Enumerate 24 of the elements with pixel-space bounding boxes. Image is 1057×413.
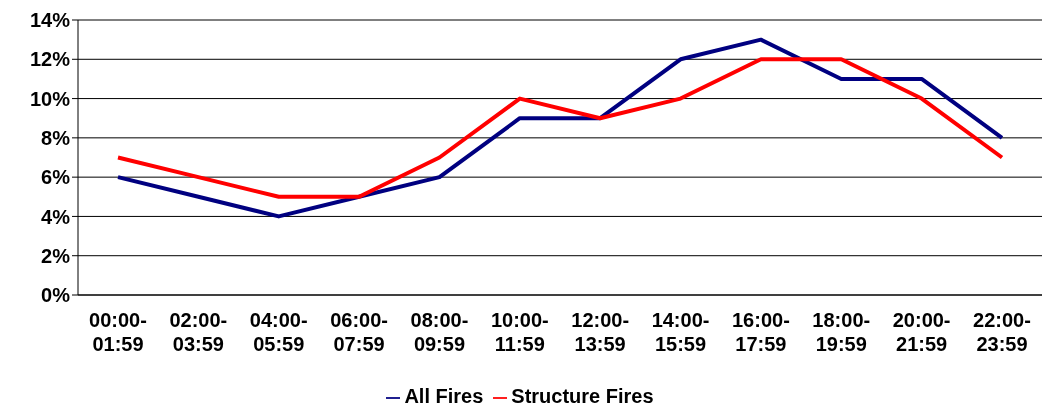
line-series (116, 57, 1004, 199)
x-tick-label: 06:00-07:59 (330, 309, 388, 355)
x-tick-label: 12:00-13:59 (571, 309, 630, 355)
y-tick-label: 4% (41, 205, 71, 228)
y-tick-label: 12% (29, 48, 71, 71)
y-tick-label: 2% (41, 244, 71, 267)
legend-label: Structure Fires (511, 385, 654, 407)
y-tick-label: 8% (41, 126, 71, 149)
y-tick-label: 10% (29, 87, 71, 110)
x-tick-label: 00:00-01:59 (89, 309, 147, 355)
x-tick-label: 08:00-09:59 (410, 309, 469, 355)
x-tick-label: 16:00-17:59 (732, 309, 790, 355)
x-tick-label: 10:00-11:59 (490, 309, 549, 355)
x-tick-label: 04:00-05:59 (249, 309, 308, 355)
y-tick-label: 6% (41, 166, 71, 189)
x-tick-label: 22:00-23:59 (973, 309, 1031, 355)
legend-label: All Fires (404, 385, 484, 407)
line-series (116, 37, 1004, 219)
x-tick-label: 14:00-15:59 (651, 309, 710, 355)
x-tick-label: 18:00-19:59 (812, 309, 871, 355)
y-tick-label: 14% (29, 9, 71, 32)
x-tick-label: 20:00-21:59 (892, 309, 951, 355)
y-tick-label: 0% (41, 284, 71, 307)
x-tick-label: 02:00-03:59 (169, 309, 228, 355)
